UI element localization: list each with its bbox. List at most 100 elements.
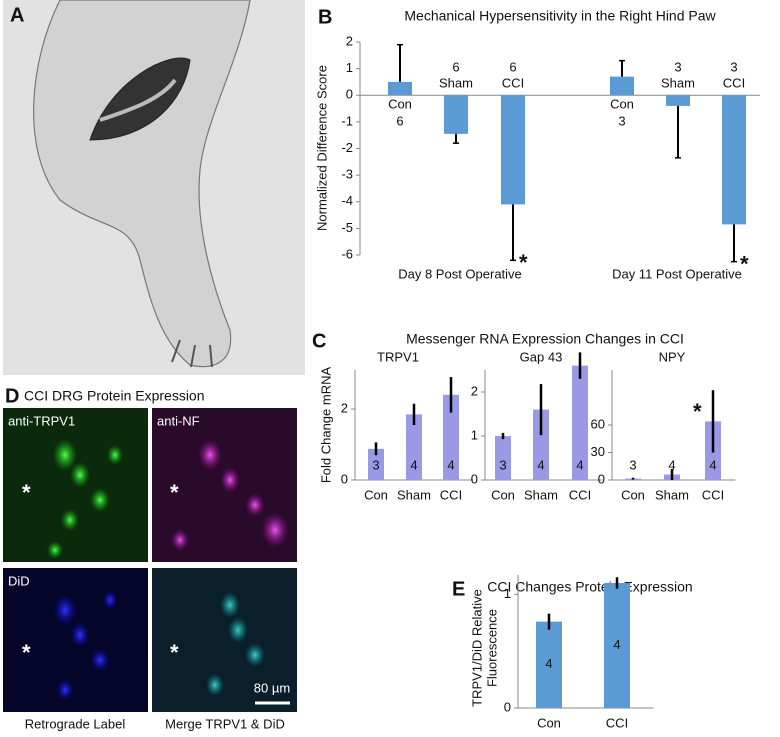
y-axis-label: TRPV1/DiD Relative [469, 589, 484, 707]
x-tick-label: CCI [702, 487, 724, 502]
chart-title: CCI Changes Protein Expression [487, 579, 692, 595]
y-tick-label: -2 [341, 140, 353, 155]
y-tick-label: -6 [341, 246, 353, 261]
y-tick-label: 2 [346, 33, 353, 48]
bar [368, 448, 384, 480]
bar [388, 81, 412, 96]
x-tick-label: Con [610, 97, 634, 112]
y-tick-label: 1 [346, 60, 353, 75]
bar [536, 621, 562, 708]
bar [610, 76, 634, 96]
y-tick-label: -4 [341, 193, 353, 208]
x-tick-label: Con [364, 487, 388, 502]
chart-title: Mechanical Hypersensitivity in the Right… [404, 8, 716, 24]
bar [501, 95, 525, 205]
significance: * [693, 399, 702, 424]
panel-title: Messenger RNA Expression Changes in CCI [406, 331, 684, 347]
panel-letter: C [312, 330, 326, 352]
x-tick-label: Sham [661, 76, 695, 91]
significance: * [519, 250, 528, 275]
panel-letter: D [5, 385, 19, 407]
bar [406, 414, 422, 480]
n-label: 4 [410, 457, 417, 472]
panel-letter: A [10, 4, 24, 26]
panel-letter: B [318, 6, 332, 28]
n-label: 4 [545, 656, 552, 671]
n-label: 4 [447, 457, 454, 472]
y-axis-label: Normalized Difference Score [314, 65, 329, 231]
panel-title: CCI DRG Protein Expression [24, 388, 205, 404]
y-tick-label: -5 [341, 220, 353, 235]
y-tick-label: 1 [504, 586, 511, 601]
x-tick-label: Sham [439, 76, 473, 91]
x-tick-label: CCI [569, 487, 591, 502]
n-label: 6 [396, 114, 403, 129]
marker: * [22, 480, 31, 505]
y-tick-label: 2 [471, 383, 478, 398]
marker: * [22, 640, 31, 665]
bar [443, 394, 459, 480]
n-label: 3 [499, 457, 506, 472]
n-label: 4 [709, 457, 716, 472]
chart-title: Gap 43 [520, 349, 563, 364]
n-label: 4 [576, 457, 583, 472]
x-tick-label: Con [491, 487, 515, 502]
y-axis-label: Fold Change mRNA [318, 367, 333, 484]
caption: Retrograde Label [25, 716, 126, 731]
y-tick-label: 0 [598, 471, 605, 486]
micrographs [3, 408, 297, 712]
y-tick-label: -3 [341, 167, 353, 182]
marker: * [170, 640, 179, 665]
n-label: 3 [372, 457, 379, 472]
x-tick-label: Con [537, 715, 561, 730]
x-tick-label: Sham [655, 487, 689, 502]
x-tick-label: Sham [524, 487, 558, 502]
x-tick-label: CCI [440, 487, 462, 502]
x-tick-label: Con [621, 487, 645, 502]
x-tick-label: CCI [502, 76, 524, 91]
n-label: 4 [668, 457, 675, 472]
n-label: 4 [537, 457, 544, 472]
group-label: Day 11 Post Operative [612, 266, 742, 281]
y-tick-label: 0 [471, 471, 478, 486]
paw-drawing [3, 0, 305, 375]
bar [533, 409, 549, 480]
scale-bar-label: 80 µm [254, 680, 290, 695]
bar [666, 95, 690, 106]
image-label: anti-TRPV1 [8, 413, 75, 428]
x-tick-label: Sham [397, 487, 431, 502]
y-tick-label: 2 [341, 400, 348, 415]
panel-letter: E [452, 578, 465, 600]
n-label: 3 [730, 60, 737, 75]
x-tick-label: CCI [723, 76, 745, 91]
bar [495, 436, 511, 480]
y-axis-label: Fluorescence [484, 609, 499, 687]
chart-title: NPY [659, 349, 686, 364]
bar [722, 95, 746, 225]
y-tick-label: 30 [591, 444, 605, 459]
caption: Merge TRPV1 & DiD [165, 716, 285, 731]
bar [604, 582, 630, 708]
n-label: 6 [452, 60, 459, 75]
image-label: DiD [8, 573, 30, 588]
group-label: Day 8 Post Operative [398, 266, 522, 281]
bar [572, 365, 588, 480]
y-tick-label: 0 [346, 87, 353, 102]
marker: * [170, 480, 179, 505]
significance: * [740, 251, 749, 276]
x-tick-label: CCI [606, 715, 628, 730]
n-label: 3 [618, 114, 625, 129]
y-tick-label: -1 [341, 113, 353, 128]
bar [444, 95, 468, 134]
y-tick-label: 0 [341, 471, 348, 486]
n-label: 3 [629, 457, 636, 472]
y-tick-label: 1 [471, 427, 478, 442]
image-label: anti-NF [157, 413, 200, 428]
x-tick-label: Con [388, 97, 412, 112]
chart-title: TRPV1 [377, 349, 419, 364]
n-label: 3 [674, 60, 681, 75]
y-tick-label: 0 [504, 699, 511, 714]
n-label: 4 [613, 637, 620, 652]
n-label: 6 [509, 60, 516, 75]
